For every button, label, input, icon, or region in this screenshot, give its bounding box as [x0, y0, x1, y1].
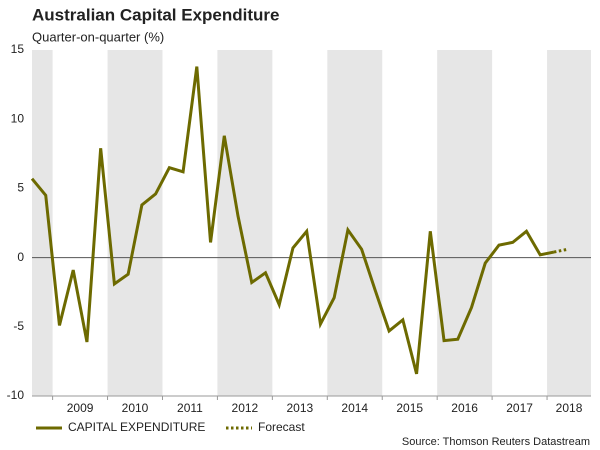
source-note: Source: Thomson Reuters Datastream	[402, 436, 590, 448]
y-tick-label: 0	[17, 250, 24, 264]
x-tick-label: 2012	[232, 401, 259, 415]
x-tick-label: 2018	[556, 401, 583, 415]
chart-title: Australian Capital Expenditure	[32, 5, 280, 24]
y-tick-label: 10	[11, 111, 25, 125]
series-line	[553, 247, 568, 254]
year-band	[547, 50, 591, 396]
y-tick-label: -10	[7, 388, 25, 402]
chart-subtitle: Quarter-on-quarter (%)	[32, 29, 164, 44]
x-tick-label: 2013	[286, 401, 313, 415]
year-band	[217, 50, 273, 396]
y-tick-label: -5	[13, 319, 24, 333]
year-band	[327, 50, 383, 396]
legend-label: CAPITAL EXPENDITURE	[68, 420, 205, 434]
legend-label: Forecast	[258, 420, 305, 434]
series-line	[30, 66, 555, 375]
year-band	[107, 50, 163, 396]
x-tick-label: 2016	[451, 401, 478, 415]
x-tick-label: 2017	[506, 401, 533, 415]
y-tick-label: 5	[17, 181, 24, 195]
y-tick-label: 15	[11, 42, 25, 56]
x-tick-label: 2009	[67, 401, 94, 415]
year-band	[437, 50, 493, 396]
x-tick-label: 2011	[177, 401, 203, 415]
x-tick-label: 2010	[122, 401, 149, 415]
year-band	[32, 50, 53, 396]
x-tick-label: 2015	[396, 401, 423, 415]
x-tick-label: 2014	[341, 401, 368, 415]
